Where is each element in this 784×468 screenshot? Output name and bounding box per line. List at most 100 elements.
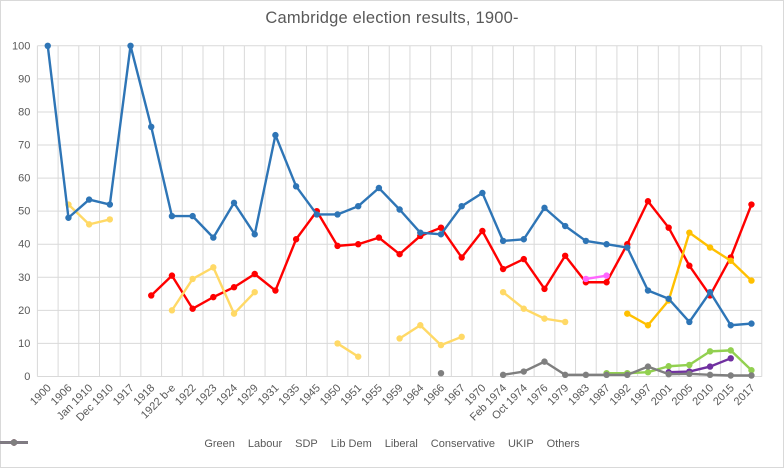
data-point	[189, 212, 196, 220]
series-others	[437, 358, 755, 379]
data-point	[437, 224, 445, 231]
data-point	[541, 204, 548, 212]
data-point	[85, 196, 93, 203]
data-point	[355, 241, 362, 248]
data-point	[686, 229, 693, 236]
data-point	[541, 285, 548, 293]
data-point	[458, 333, 465, 341]
data-point	[748, 201, 755, 208]
data-point	[520, 236, 527, 243]
series-line	[336, 342, 360, 358]
y-axis-labels: 0 10 20 30 40 50 60 70 80 90 100	[12, 40, 30, 383]
data-point	[582, 275, 590, 283]
data-point	[644, 369, 652, 376]
data-point	[644, 322, 652, 329]
series-line	[46, 44, 753, 327]
data-point	[686, 318, 693, 326]
data-point	[499, 371, 507, 379]
data-point	[499, 265, 507, 273]
data-point	[706, 288, 714, 296]
data-point	[520, 368, 527, 375]
x-tick-label: 1923	[194, 382, 220, 408]
y-tick-label: 60	[18, 173, 30, 185]
series-line	[584, 274, 608, 281]
legend-marker	[10, 439, 18, 446]
y-tick-label: 20	[18, 305, 30, 317]
data-point	[644, 198, 652, 205]
legend-item-conservative: Conservative	[0, 438, 495, 450]
x-tick-label: 1992	[608, 382, 634, 408]
x-tick-label: 1976	[525, 382, 551, 408]
data-point	[748, 372, 755, 379]
legend-item-lib-dem: Lib Dem	[0, 438, 372, 450]
data-point	[106, 216, 114, 223]
data-point	[292, 236, 300, 243]
data-point	[727, 355, 734, 362]
series-line	[398, 324, 463, 347]
x-tick-label: 1967	[442, 382, 468, 408]
series-line	[170, 266, 256, 315]
data-point	[355, 202, 362, 210]
legend-item-others: Others	[0, 438, 580, 450]
y-tick-label: 40	[18, 239, 30, 251]
data-point	[624, 244, 631, 251]
data-point	[686, 262, 693, 269]
data-point	[85, 221, 93, 228]
x-tick-label: 2017	[732, 382, 758, 408]
legend-label: Liberal	[384, 438, 418, 450]
legend-label: Conservative	[430, 438, 495, 450]
y-tick-label: 70	[18, 140, 30, 152]
data-point	[210, 264, 217, 271]
data-point	[334, 211, 341, 218]
legend-item-ukip: UKIP	[0, 438, 534, 450]
legend: Green Labour SDP Lib Dem Liberal Conservative…	[0, 438, 784, 450]
y-tick-label: 30	[18, 272, 30, 284]
series-line	[501, 290, 567, 324]
legend-label: Others	[546, 438, 580, 450]
data-point	[603, 371, 610, 379]
gridlines	[36, 45, 763, 377]
data-point	[168, 272, 176, 279]
data-point	[665, 224, 672, 231]
data-point	[561, 318, 569, 326]
x-tick-label: 1987	[587, 382, 613, 408]
x-tick-label: 1931	[256, 382, 282, 408]
x-tick-label: 2005	[670, 382, 696, 408]
x-tick-label: 1935	[276, 382, 302, 408]
legend-label: SDP	[295, 438, 318, 450]
data-point	[479, 227, 486, 235]
legend-item-liberal: Liberal	[0, 438, 418, 450]
x-tick-label: 1929	[235, 382, 261, 408]
x-tick-label: 1950	[318, 382, 344, 408]
data-point	[396, 335, 403, 342]
data-point	[603, 241, 610, 248]
data-point	[148, 292, 155, 299]
legend-item-labour: Labour	[0, 438, 282, 450]
data-point	[127, 42, 134, 49]
data-point	[479, 189, 486, 197]
data-point	[727, 322, 734, 329]
series-sdp	[582, 272, 610, 283]
legend-item-green: Green	[0, 438, 235, 450]
data-point	[396, 250, 403, 258]
data-point	[603, 272, 610, 279]
legend-label: Lib Dem	[330, 438, 372, 450]
data-point	[665, 370, 672, 378]
data-point	[624, 310, 631, 317]
series-line	[626, 231, 753, 327]
x-tick-label: 1945	[297, 382, 323, 408]
data-point	[499, 288, 507, 296]
data-point	[748, 320, 755, 327]
x-tick-label: 1966	[421, 382, 447, 408]
series-line	[667, 357, 732, 374]
x-tick-label: 1917	[111, 382, 137, 408]
data-point	[665, 295, 672, 302]
x-tick-label: 1924	[214, 382, 240, 408]
data-point	[561, 371, 569, 379]
y-tick-label: 100	[12, 40, 30, 52]
data-point	[706, 363, 714, 370]
data-point	[624, 371, 631, 379]
x-tick-label: 2015	[711, 382, 737, 408]
y-tick-label: 10	[18, 338, 30, 350]
